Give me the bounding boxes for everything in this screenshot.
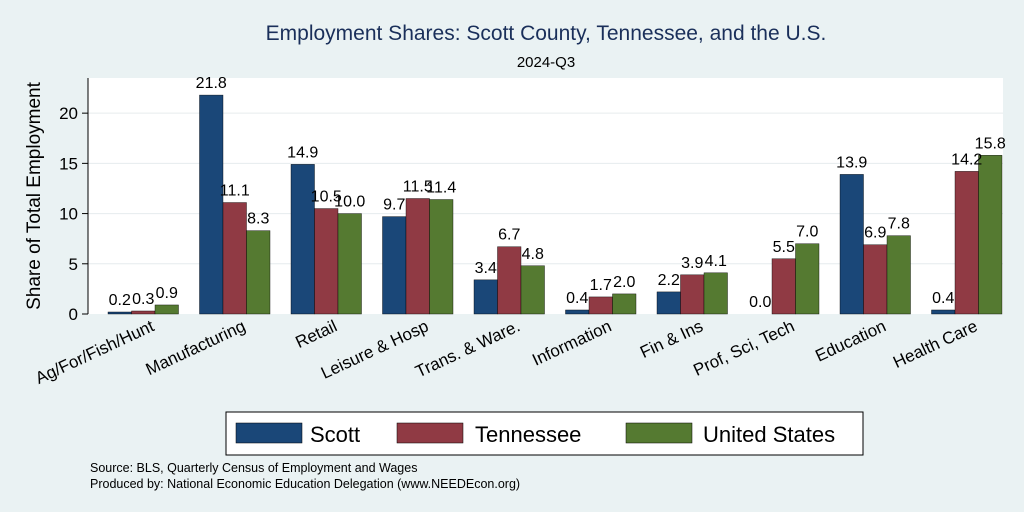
- legend-swatch: [396, 422, 464, 444]
- legend-swatch: [235, 422, 303, 444]
- category-label: Prof, Sci, Tech: [690, 316, 797, 379]
- bar: [703, 272, 728, 315]
- y-tick-label: 0: [69, 305, 78, 324]
- data-label: 6.7: [498, 227, 520, 244]
- data-label: 1.7: [590, 277, 612, 294]
- data-label: 21.8: [196, 75, 227, 92]
- bar: [839, 174, 864, 315]
- category-label: Education: [812, 316, 889, 365]
- legend: Scott Tennessee United States: [225, 411, 864, 456]
- category-label: Fin & Ins: [637, 316, 706, 362]
- bar: [337, 213, 362, 315]
- data-label: 11.4: [426, 180, 456, 197]
- legend-label: United States: [703, 422, 835, 447]
- bar: [199, 94, 224, 315]
- data-label: 0.4: [566, 290, 588, 307]
- data-label: 11.5: [403, 179, 433, 196]
- bar: [473, 279, 498, 315]
- chart-subtitle: 2024-Q3: [517, 54, 575, 71]
- bar: [246, 230, 271, 315]
- data-label: 13.9: [836, 154, 867, 171]
- bar: [612, 293, 637, 315]
- data-label: 10.0: [334, 194, 365, 211]
- data-label: 2.0: [613, 274, 635, 291]
- data-label: 3.9: [681, 255, 703, 272]
- category-label: Trans. & Ware.: [412, 316, 522, 381]
- data-label: 11.1: [220, 183, 250, 200]
- y-axis-label: Share of Total Employment: [24, 81, 45, 309]
- bar: [131, 310, 156, 315]
- data-label: 0.2: [109, 292, 131, 309]
- bar: [497, 246, 522, 315]
- bar: [405, 198, 430, 315]
- category-label: Information: [529, 316, 614, 369]
- y-tick-label: 20: [59, 104, 78, 123]
- y-axis-ticks: 0 5 10 15 20: [59, 104, 88, 324]
- data-label: 15.8: [975, 135, 1006, 152]
- bar: [978, 155, 1003, 315]
- bar: [680, 274, 705, 315]
- legend-box: [225, 411, 864, 456]
- data-label: 14.9: [287, 144, 318, 161]
- bar: [565, 309, 590, 315]
- data-label: 14.2: [951, 151, 982, 168]
- bar: [107, 311, 132, 315]
- bar: [154, 304, 179, 315]
- bar: [771, 258, 796, 315]
- bar: [520, 265, 545, 315]
- y-tick-label: 10: [59, 205, 78, 224]
- bar: [588, 296, 613, 315]
- data-label: 7.0: [796, 224, 818, 241]
- data-label: 10.5: [311, 189, 342, 206]
- bar: [314, 208, 339, 315]
- category-label: Ag/For/Fish/Hunt: [32, 316, 157, 388]
- data-labels: 0.2 0.3 0.921.811.18.314.910.510.0 9.711.51…: [109, 75, 1006, 311]
- data-label: 5.5: [773, 239, 795, 256]
- legend-swatch: [625, 422, 693, 444]
- produced-by-note: Produced by: National Economic Education…: [90, 477, 520, 491]
- category-label: Retail: [293, 316, 340, 352]
- category-label: Manufacturing: [143, 316, 249, 379]
- bar: [954, 171, 979, 315]
- legend-label: Tennessee: [475, 422, 581, 447]
- data-label: 0.4: [932, 290, 954, 307]
- bar: [382, 216, 407, 315]
- y-tick-label: 5: [69, 255, 78, 274]
- bar: [863, 244, 888, 315]
- bar: [656, 291, 681, 315]
- data-label: 8.3: [247, 211, 269, 228]
- source-note: Source: BLS, Quarterly Census of Employm…: [90, 461, 417, 475]
- bar: [795, 243, 820, 315]
- data-label: 2.2: [658, 272, 680, 289]
- data-label: 4.8: [522, 246, 544, 263]
- data-label: 3.4: [475, 260, 497, 277]
- chart-title: Employment Shares: Scott County, Tenness…: [266, 22, 827, 45]
- data-label: 0.0: [749, 294, 771, 311]
- bar: [931, 309, 956, 315]
- data-label: 9.7: [383, 197, 405, 214]
- bar: [429, 199, 454, 315]
- bar: [222, 202, 247, 315]
- data-label: 6.9: [864, 225, 886, 242]
- legend-label: Scott: [310, 422, 360, 447]
- data-label: 0.3: [132, 291, 154, 308]
- data-label: 0.9: [156, 285, 178, 302]
- bars: [107, 94, 1003, 315]
- category-label: Health Care: [890, 316, 980, 372]
- bar: [886, 235, 911, 315]
- y-tick-label: 15: [59, 154, 78, 173]
- data-label: 7.8: [888, 216, 910, 233]
- data-label: 4.1: [705, 253, 727, 270]
- bar: [290, 164, 315, 315]
